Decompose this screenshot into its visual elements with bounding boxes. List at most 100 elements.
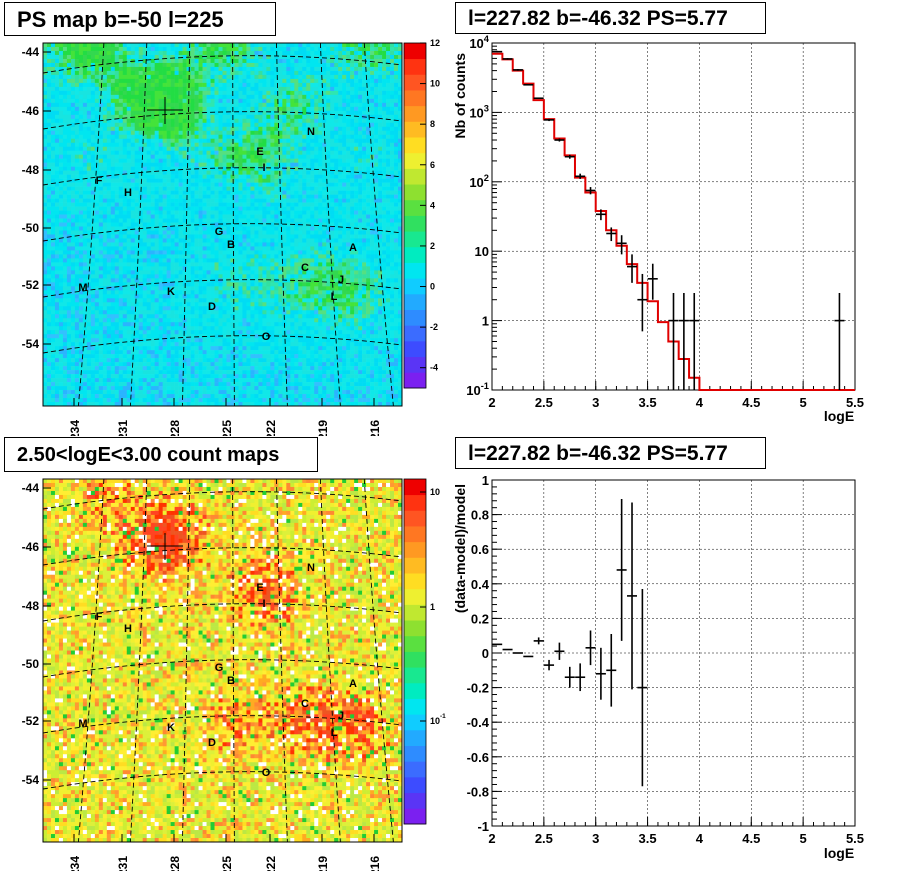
x-tick-label: 225 — [220, 856, 234, 871]
x-tick-label: 2 — [488, 395, 495, 410]
source-label-J: J — [338, 710, 344, 722]
colorbar-bin — [404, 557, 426, 574]
data-point — [595, 647, 606, 700]
x-tick-label: 4.5 — [742, 831, 760, 846]
data-point — [523, 83, 534, 86]
data-point — [512, 69, 523, 71]
y-tick-label: -0.6 — [467, 750, 489, 765]
y-tick-label: -0.2 — [467, 681, 489, 696]
colorbar-bin — [404, 309, 426, 326]
data-point — [554, 642, 565, 660]
x-tick-label: 231 — [116, 420, 130, 436]
y-tick-label: 1 — [482, 473, 489, 488]
source-label-H: H — [124, 187, 132, 199]
colorbar-bin — [404, 698, 426, 715]
x-tick-label: 5 — [800, 395, 807, 410]
x-tick-label: 228 — [168, 420, 182, 436]
colorbar-bin — [404, 635, 426, 652]
y-tick-label: 102 — [469, 173, 489, 190]
spectrum-title: l=227.82 b=-46.32 PS=5.77 — [455, 2, 766, 34]
colorbar-bin — [404, 588, 426, 605]
colorbar-bin — [404, 90, 426, 107]
y-tick-label: -44 — [22, 481, 40, 495]
colorbar-tick-label: 1 — [430, 602, 435, 612]
x-tick-label: 3 — [592, 395, 599, 410]
source-label-D: D — [208, 301, 216, 313]
y-tick-label: 104 — [469, 34, 489, 51]
colorbar-bin — [404, 246, 426, 263]
colorbar-tick-label: 10 — [430, 79, 440, 89]
colorbar-bin — [404, 761, 426, 778]
source-label-C: C — [301, 262, 309, 274]
x-tick-label: 216 — [368, 856, 382, 871]
colorbar-bin — [404, 729, 426, 746]
grid — [491, 479, 856, 827]
y-tick-label: -46 — [22, 540, 40, 554]
colorbar-bin — [404, 168, 426, 185]
source-label-L: L — [331, 291, 338, 303]
x-tick-label: 4 — [696, 831, 704, 846]
data-point — [564, 154, 575, 159]
x-tick-label: 4 — [696, 395, 704, 410]
data-point — [544, 659, 555, 671]
colorbar — [404, 43, 426, 389]
colorbar-tick-label: 12 — [430, 38, 440, 48]
x-tick-label: 4.5 — [742, 395, 760, 410]
source-label-N: N — [307, 126, 315, 138]
colorbar-bin — [404, 667, 426, 684]
y-tick-label: -54 — [22, 337, 40, 351]
spectrum-panel: 2 2.5 3 3.5 4 4.5 5 5.5 10-1 1 10 102 103 104 logE Nb o… — [452, 34, 864, 424]
data-point — [627, 254, 638, 283]
colorbar-bin — [404, 479, 426, 496]
colorbar-bin — [404, 199, 426, 216]
x-tick-label: 225 — [220, 420, 234, 436]
colorbar-bin — [404, 541, 426, 558]
colorbar-bin — [404, 372, 426, 389]
x-tick-label: 2 — [488, 831, 495, 846]
map-frame — [42, 42, 403, 407]
source-label-A: A — [349, 678, 357, 690]
residual-title: l=227.82 b=-46.32 PS=5.77 — [455, 437, 766, 469]
source-label-B: B — [227, 239, 235, 251]
y-tick-label: 0.8 — [471, 508, 489, 523]
ps-map-title: PS map b=-50 l=225 — [4, 2, 276, 36]
x-tick-label: 5.5 — [846, 395, 864, 410]
colorbar-bin — [404, 651, 426, 668]
y-tick-label: 0 — [482, 646, 489, 661]
colorbar-bin — [404, 121, 426, 138]
x-tick-label: 222 — [264, 420, 278, 436]
colorbar-bin — [404, 776, 426, 794]
y-tick-label: 0.6 — [471, 542, 489, 557]
source-label-E: E — [256, 582, 263, 594]
heatmap-cells — [43, 479, 403, 843]
y-tick-label: -0.4 — [467, 715, 490, 730]
colorbar-tick-label: -2 — [430, 322, 438, 332]
y-axis-label: (data-model)/model — [452, 484, 468, 613]
residual-panel: 2 2.5 3 3.5 4 4.5 5 5.5 -1 -0.8 -0.6 -0.4 -0.2 0 0.2 0.… — [452, 473, 864, 861]
y-tick-label: 0.2 — [471, 611, 489, 626]
data-point — [637, 588, 648, 787]
x-tick-label: 2.5 — [535, 831, 553, 846]
y-tick-label: -50 — [22, 657, 40, 671]
source-label-D: D — [208, 737, 216, 749]
y-tick-label: -52 — [22, 714, 40, 728]
colorbar-bin — [404, 620, 426, 637]
source-label-B: B — [227, 675, 235, 687]
x-tick-label: 3.5 — [639, 395, 657, 410]
x-tick-label: 228 — [168, 856, 182, 871]
source-label-I: I — [262, 162, 265, 174]
colorbar-bin — [404, 74, 426, 91]
data-point — [544, 118, 555, 122]
y-tick-label: -44 — [22, 45, 40, 59]
y-tick-label: -54 — [22, 773, 40, 787]
data-point — [637, 273, 648, 332]
x-tick-label: 3.5 — [639, 831, 657, 846]
data-point — [533, 637, 544, 645]
count-map-panel: N EI F H GB A C J M K L D O -44 -46 -48 -50 -52 -54 234 231 2… — [22, 478, 446, 871]
colorbar-bin — [404, 714, 426, 731]
source-label-G: G — [215, 226, 224, 238]
x-tick-label: 2.5 — [535, 395, 553, 410]
colorbar-frame — [403, 42, 427, 389]
source-label-A: A — [349, 242, 357, 254]
